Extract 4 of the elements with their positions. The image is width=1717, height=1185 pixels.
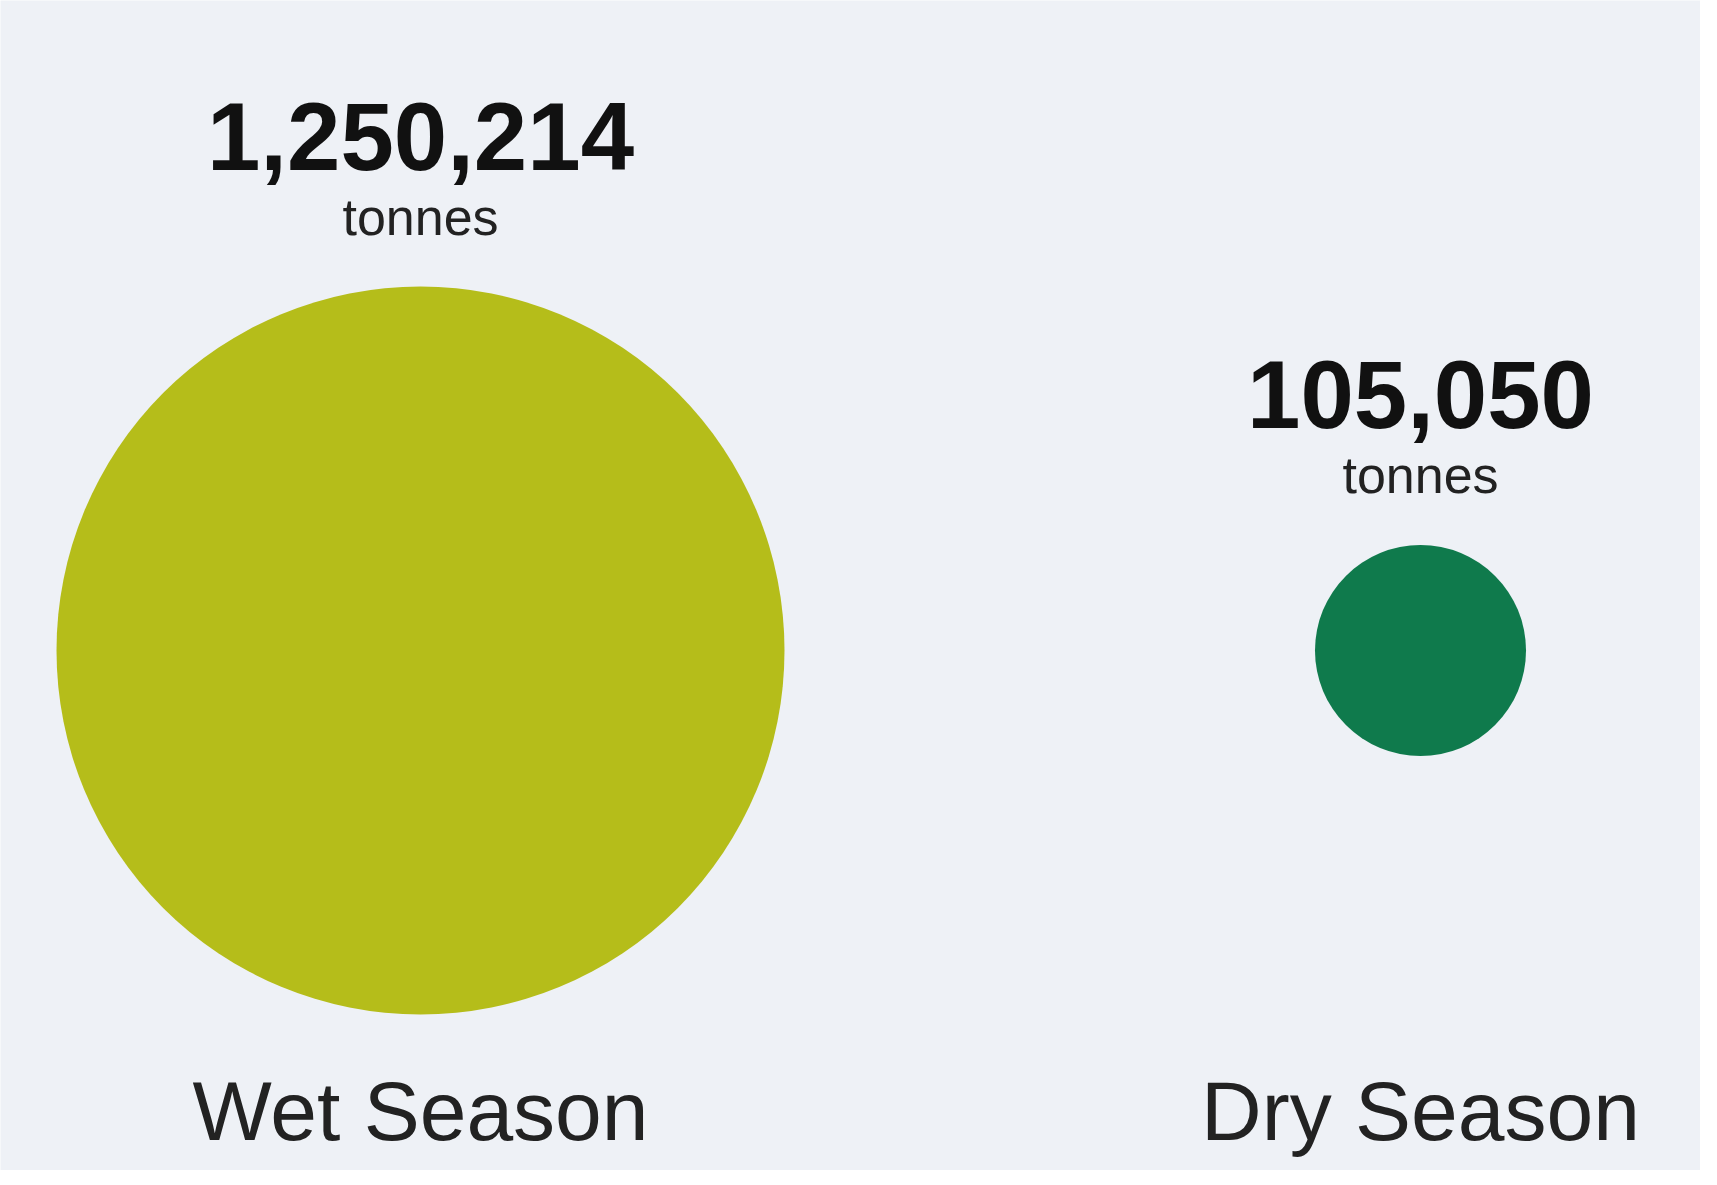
data-label: 1,250,214 (206, 83, 635, 190)
category-label: Dry Season (1201, 1063, 1640, 1158)
category-label: Wet Season (192, 1063, 649, 1158)
text: tonnes (342, 187, 499, 246)
